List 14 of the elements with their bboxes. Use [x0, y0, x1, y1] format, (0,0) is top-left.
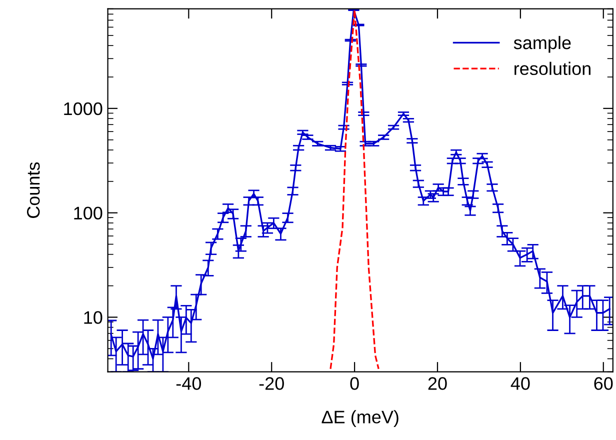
x-tick-label: -20 [259, 377, 284, 390]
x-tick-label: 20 [428, 377, 447, 390]
x-axis-title: ΔE (meV) [322, 410, 398, 427]
legend-label: resolution [514, 62, 590, 76]
line-series [330, 8, 380, 370]
y-tick-label: 1000 [64, 102, 102, 116]
x-tick-label: 40 [510, 377, 530, 390]
x-tick-label: 0 [350, 377, 359, 390]
y-axis-title: Counts [26, 162, 40, 218]
x-tick-label: -40 [176, 377, 202, 390]
x-tick-label: 60 [594, 377, 613, 390]
legend-label: sample [514, 36, 571, 53]
y-tick-label: 100 [74, 206, 102, 220]
y-tick-label: 10 [84, 311, 102, 324]
